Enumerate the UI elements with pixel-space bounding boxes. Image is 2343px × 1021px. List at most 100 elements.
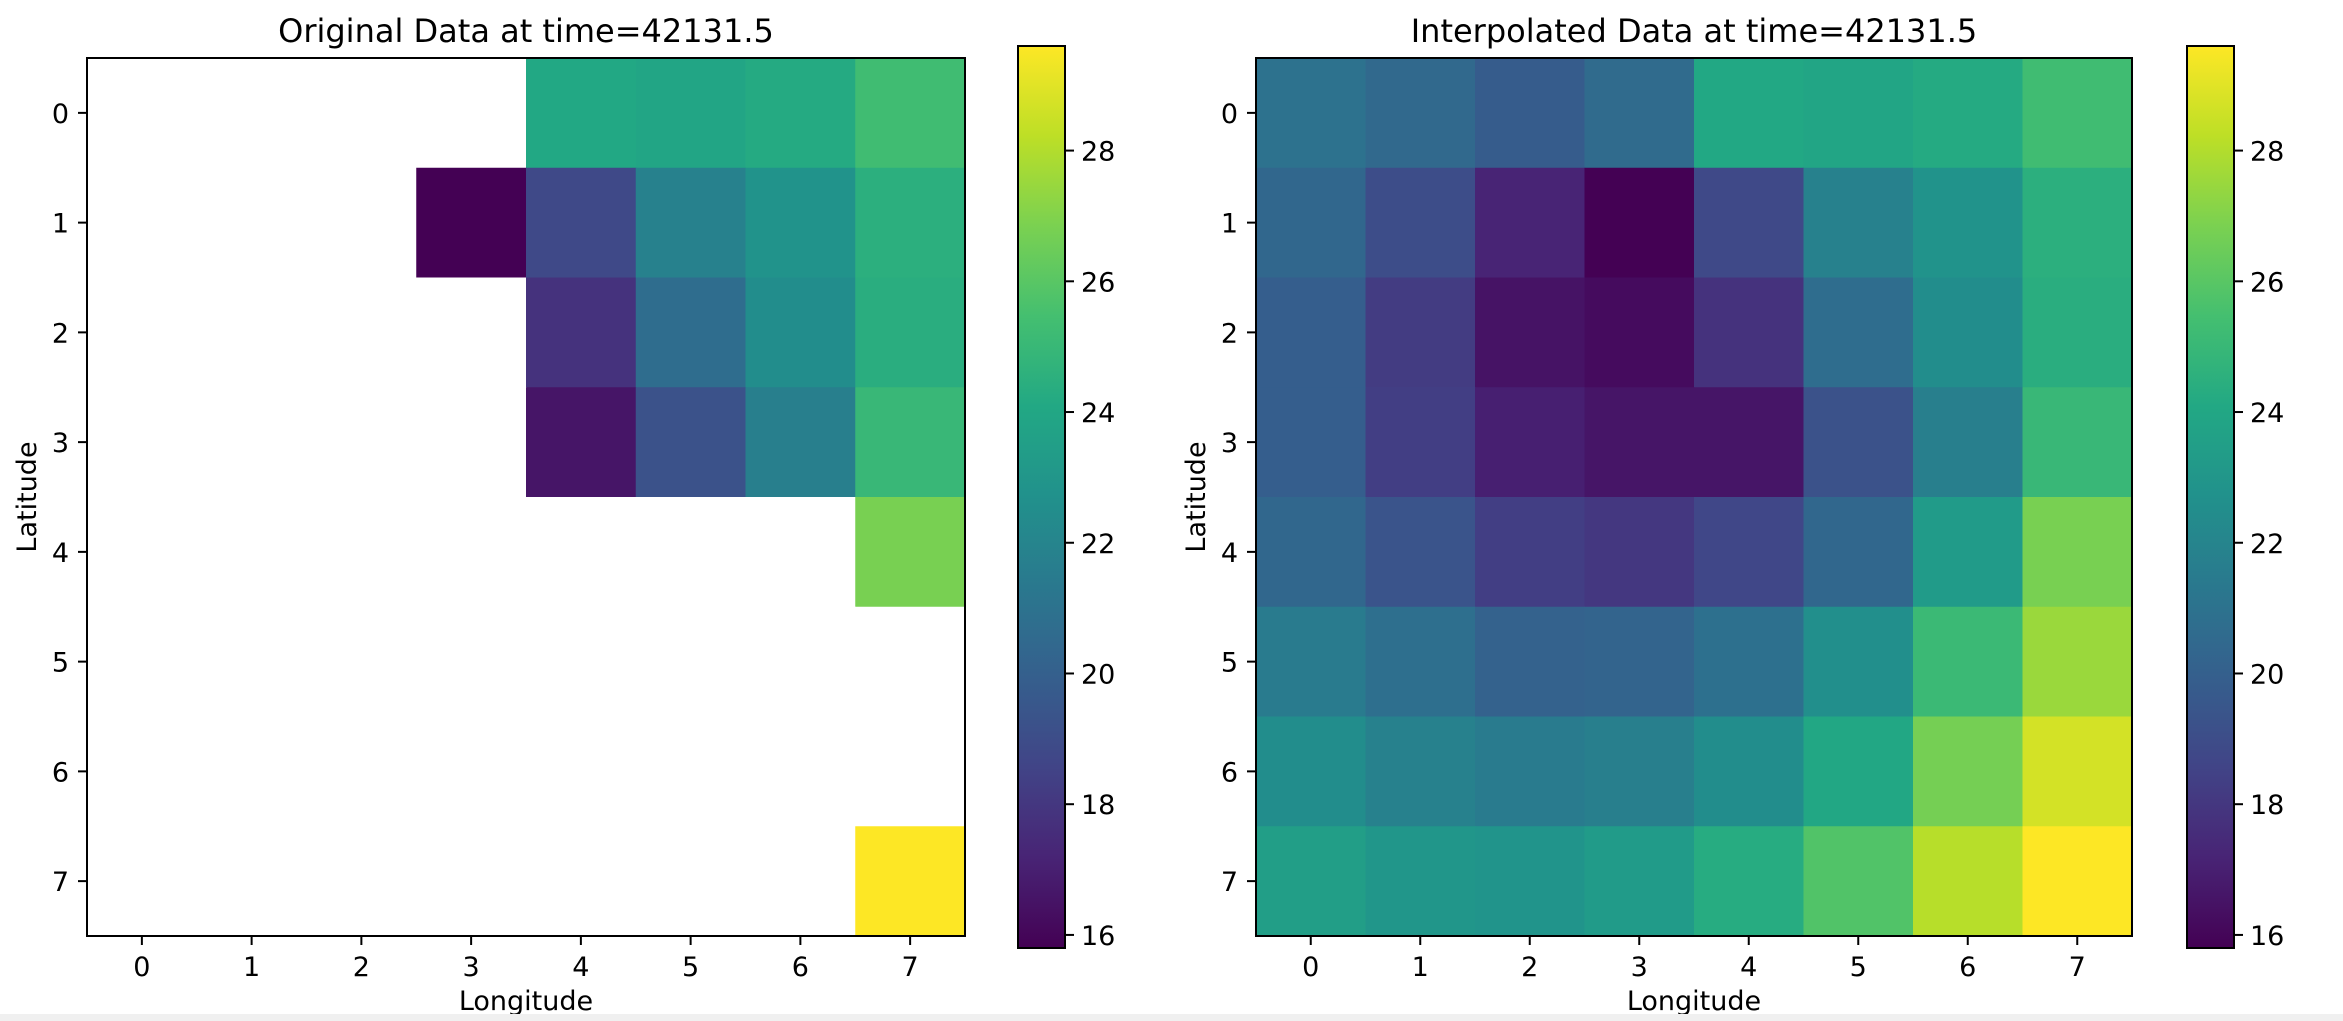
interpolated-cell-r4-c7 (2022, 497, 2133, 608)
original-cell-r0-c4 (526, 58, 637, 169)
interpolated-cell-r4-c4 (1694, 497, 1805, 608)
interpolated-cell-r0-c4 (1694, 58, 1805, 169)
interpolated-cell-r7-c6 (1913, 826, 2024, 937)
original-cell-r1-c4 (526, 167, 637, 279)
interpolated-y-axis-label: Latitude (1181, 441, 1212, 552)
original-x-tick-label: 0 (133, 952, 150, 983)
original-cell-r2-c6 (745, 277, 856, 388)
interpolated-cell-r3-c0 (1256, 387, 1367, 498)
original-cell-r4-c3 (416, 497, 527, 608)
original-y-tick-label: 4 (52, 538, 69, 569)
interpolated-cell-r6-c5 (1803, 716, 1914, 827)
interpolated-cell-r3-c5 (1803, 387, 1914, 498)
original-cell-r6-c2 (306, 716, 417, 827)
interpolated-cell-r3-c3 (1584, 387, 1695, 498)
original-cell-r3-c7 (855, 387, 966, 498)
interpolated-x-axis-label: Longitude (1627, 986, 1761, 1014)
original-x-tick-label: 4 (572, 952, 589, 983)
interpolated-cell-r7-c3 (1584, 826, 1695, 937)
original-cell-r1-c0 (87, 167, 198, 279)
original-colorbar-tick-label: 26 (1081, 267, 1115, 298)
original-cell-r4-c4 (526, 497, 637, 608)
original-y-axis-label: Latitude (12, 441, 43, 552)
interpolated-cell-r4-c6 (1913, 497, 2024, 608)
original-cell-r7-c7 (855, 826, 966, 937)
interpolated-cell-r1-c1 (1365, 167, 1476, 279)
original-cell-r6-c5 (635, 716, 747, 827)
original-y-ticks: 0 1 2 3 4 5 6 7 (52, 99, 87, 898)
original-cell-r0-c5 (635, 58, 747, 169)
interpolated-cell-r4-c0 (1256, 497, 1367, 608)
interpolated-x-tick-label: 7 (2069, 952, 2086, 983)
interpolated-cell-r2-c4 (1694, 277, 1805, 388)
interpolated-colorbar-tick-label: 22 (2250, 529, 2284, 560)
original-colorbar-ticks: 16 18 20 22 24 26 28 (1065, 137, 1115, 952)
original-cell-r4-c5 (635, 497, 747, 608)
original-cell-r7-c3 (416, 826, 527, 937)
interpolated-x-tick-label: 3 (1631, 952, 1648, 983)
original-y-tick-label: 7 (52, 867, 69, 898)
original-cell-r5-c7 (855, 606, 966, 718)
original-cell-r0-c3 (416, 58, 527, 169)
interpolated-cell-r3-c1 (1365, 387, 1476, 498)
original-cell-r5-c0 (87, 606, 198, 718)
original-x-tick-label: 2 (353, 952, 370, 983)
original-y-tick-label: 1 (52, 209, 69, 240)
original-cell-r5-c4 (526, 606, 637, 718)
original-x-axis-label: Longitude (459, 986, 593, 1014)
interpolated-colorbar-ticks: 16 18 20 22 24 26 28 (2234, 137, 2284, 952)
interpolated-y-tick-label: 4 (1221, 538, 1238, 569)
interpolated-x-tick-label: 4 (1740, 952, 1757, 983)
original-colorbar-tick-label: 28 (1081, 137, 1115, 168)
original-cell-r2-c0 (87, 277, 198, 388)
original-cell-r1-c7 (855, 167, 966, 279)
original-cell-r3-c1 (196, 387, 308, 498)
original-cell-r3-c5 (635, 387, 747, 498)
original-cell-r2-c3 (416, 277, 527, 388)
interpolated-cell-r5-c1 (1365, 606, 1476, 718)
original-cell-r2-c4 (526, 277, 637, 388)
original-y-tick-label: 2 (52, 318, 69, 349)
original-cell-r1-c5 (635, 167, 747, 279)
interpolated-cell-r6-c1 (1365, 716, 1476, 827)
original-y-tick-label: 6 (52, 757, 69, 788)
interpolated-colorbar-tick-label: 28 (2250, 137, 2284, 168)
original-cell-r7-c2 (306, 826, 417, 937)
original-cell-r5-c1 (196, 606, 308, 718)
interpolated-cell-r2-c6 (1913, 277, 2024, 388)
interpolated-cell-r2-c2 (1475, 277, 1586, 388)
original-y-tick-label: 3 (52, 428, 69, 459)
interpolated-cell-r0-c0 (1256, 58, 1367, 169)
original-colorbar-tick-label: 20 (1081, 659, 1115, 690)
interpolated-cell-r1-c2 (1475, 167, 1586, 279)
interpolated-cell-r7-c4 (1694, 826, 1805, 937)
original-cell-r6-c4 (526, 716, 637, 827)
interpolated-y-tick-label: 5 (1221, 648, 1238, 679)
interpolated-chart-title: Interpolated Data at time=42131.5 (1411, 12, 1978, 50)
original-cell-r2-c7 (855, 277, 966, 388)
original-y-tick-label: 5 (52, 648, 69, 679)
original-cell-r7-c6 (745, 826, 856, 937)
interpolated-cell-r4-c3 (1584, 497, 1695, 608)
interpolated-cell-r5-c5 (1803, 606, 1914, 718)
original-cell-r1-c1 (196, 167, 308, 279)
interpolated-x-ticks: 0 1 2 3 4 5 6 7 (1302, 936, 2086, 983)
interpolated-cell-r2-c1 (1365, 277, 1476, 388)
original-plot-frame (86, 57, 966, 937)
original-cell-r1-c2 (306, 167, 417, 279)
interpolated-cell-r6-c0 (1256, 716, 1367, 827)
interpolated-cell-r5-c2 (1475, 606, 1586, 718)
original-cell-r3-c2 (306, 387, 417, 498)
interpolated-cell-r5-c4 (1694, 606, 1805, 718)
original-colorbar-tick-label: 24 (1081, 398, 1115, 429)
interpolated-cell-r6-c2 (1475, 716, 1586, 827)
interpolated-colorbar-tick-label: 20 (2250, 659, 2284, 690)
interpolated-cell-r3-c7 (2022, 387, 2133, 498)
original-cell-r6-c0 (87, 716, 198, 827)
interpolated-cell-r6-c7 (2022, 716, 2133, 827)
interpolated-cell-r7-c0 (1256, 826, 1367, 937)
interpolated-cell-r5-c0 (1256, 606, 1367, 718)
original-cell-r1-c6 (745, 167, 856, 279)
original-cell-r4-c7 (855, 497, 966, 608)
interpolated-cell-r1-c3 (1584, 167, 1695, 279)
